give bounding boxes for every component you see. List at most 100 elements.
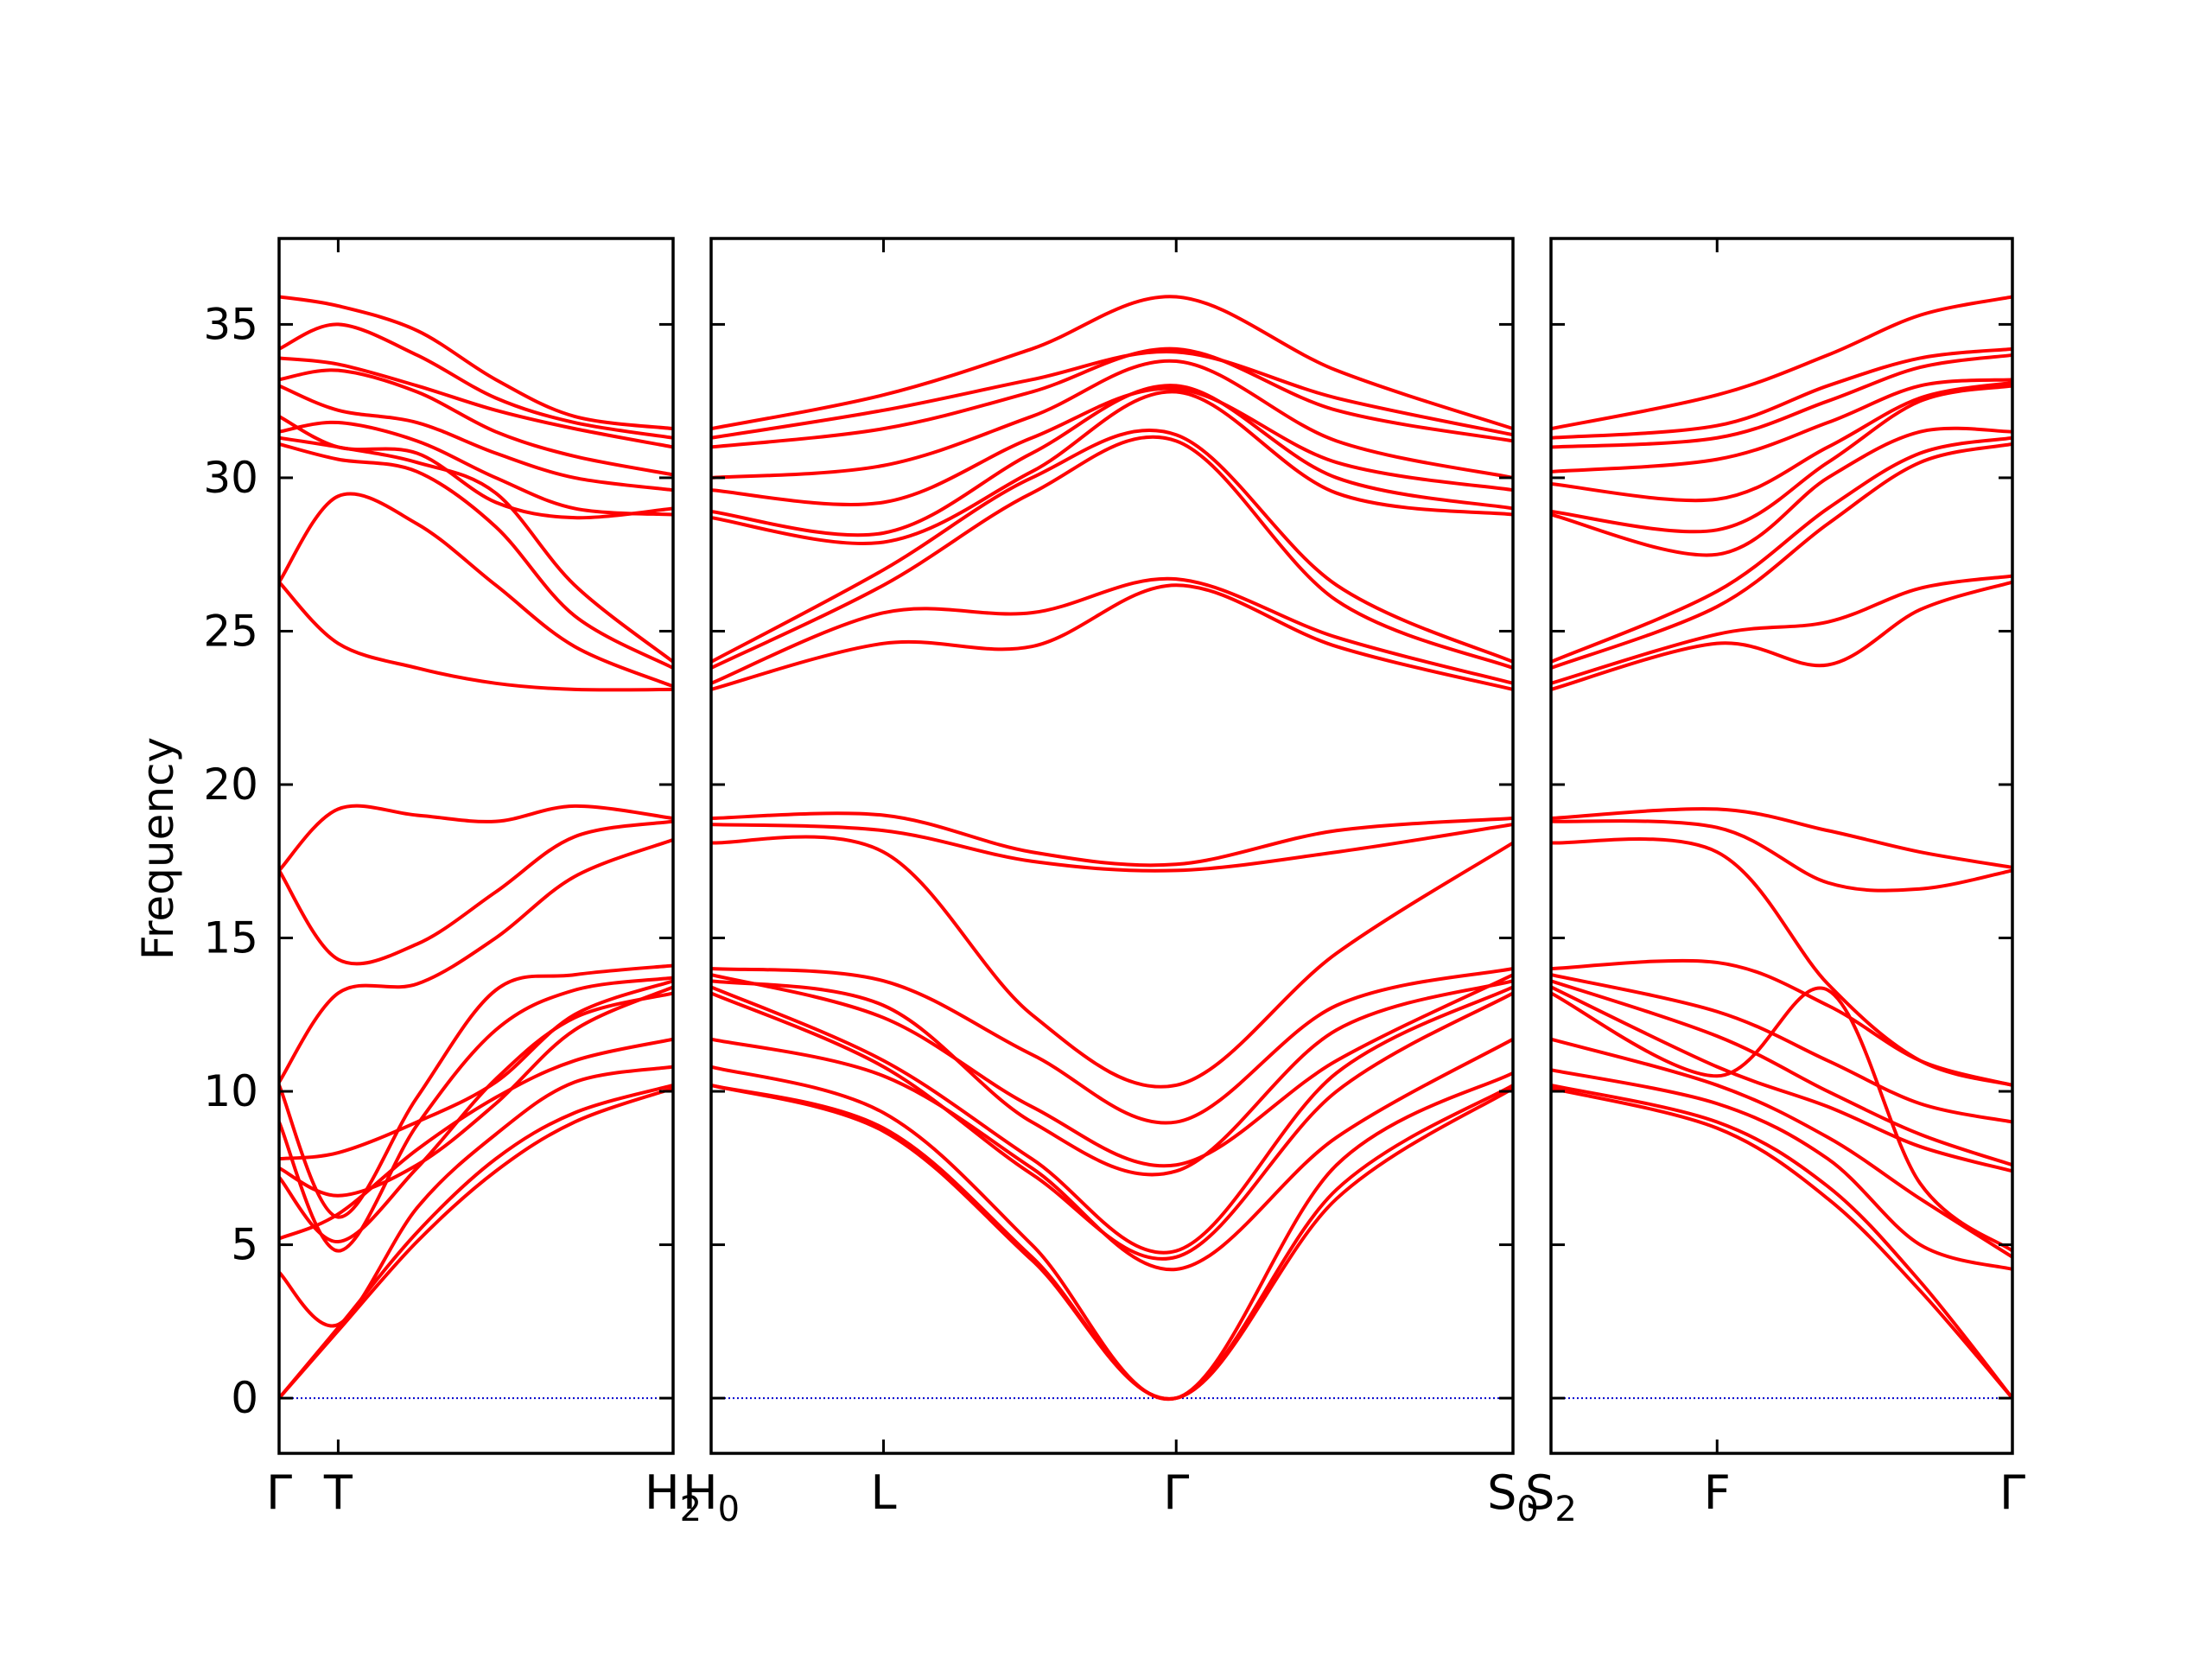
panel-frame [277, 237, 675, 1455]
band-line [1551, 819, 2012, 893]
y-tick-label: 0 [231, 1373, 258, 1423]
band-line [279, 322, 673, 440]
band-line [279, 991, 673, 1244]
y-tick-label: 15 [203, 913, 258, 963]
band-line [1551, 426, 2012, 557]
band-line [279, 295, 673, 431]
band-line [711, 973, 1513, 1168]
band-line [1551, 985, 2012, 1173]
band-line [711, 435, 1513, 671]
band-line [1551, 380, 2012, 503]
x-tick-label-subscript: 0 [718, 1490, 740, 1529]
band-line [279, 819, 673, 966]
band-line [279, 1086, 673, 1401]
band-line [711, 384, 1513, 537]
bands-group [279, 295, 673, 1401]
band-line [711, 346, 1513, 449]
band-line [1551, 837, 2012, 1087]
band-line [711, 1065, 1513, 1402]
band-line [1551, 1037, 2012, 1259]
panel-frame [1549, 237, 2014, 1455]
band-line [711, 390, 1513, 546]
x-tick-label: Γ [1163, 1465, 1189, 1520]
band-line [1551, 295, 2012, 431]
band-line [1551, 807, 2012, 869]
band-line [279, 368, 673, 477]
x-tick-label-main: Γ [1999, 1465, 2025, 1520]
band-line [711, 429, 1513, 664]
x-tick-label-main: Γ [266, 1465, 292, 1520]
x-tick-label-main: L [870, 1465, 896, 1520]
band-line [711, 350, 1513, 440]
band-line [1551, 1068, 2012, 1271]
x-tick-label: F [1704, 1465, 1731, 1520]
band-line [1551, 435, 2012, 664]
panel-frame [709, 237, 1515, 1455]
y-tick-label: 35 [203, 299, 258, 349]
band-line [1551, 442, 2012, 671]
x-tick-label: S2 [1525, 1465, 1577, 1529]
band-line [711, 835, 1513, 1089]
band-line [711, 295, 1513, 431]
band-line [279, 384, 673, 493]
x-tick-label-main: T [323, 1465, 353, 1520]
band-line [711, 583, 1513, 691]
bands-group [1551, 295, 2012, 1401]
band-line [279, 356, 673, 449]
band-line [279, 1065, 673, 1328]
band-line [1551, 353, 2012, 449]
band-line [279, 442, 673, 671]
band-line [279, 580, 673, 692]
panel-1: 0 5 10 15 20 25 30 35 Γ T H2 [203, 237, 702, 1529]
bands-group [711, 295, 1513, 1402]
x-tick-label-subscript: 2 [1554, 1490, 1576, 1529]
panel-2: H0 L Γ S0 [683, 237, 1539, 1529]
x-tick-label: T [323, 1465, 353, 1520]
x-tick-label-main: Γ [1163, 1465, 1189, 1520]
x-tick-label: S0 [1487, 1465, 1539, 1529]
y-tick-label: 10 [203, 1066, 258, 1116]
band-line [1551, 973, 2012, 1124]
x-tick-label-subscript: 2 [680, 1490, 702, 1529]
band-line [279, 1037, 673, 1241]
band-line [279, 414, 673, 520]
band-line [279, 492, 673, 689]
x-tick-label: Γ [1999, 1465, 2025, 1520]
band-line [279, 804, 673, 873]
y-tick-label: 25 [203, 606, 258, 656]
band-line [279, 435, 673, 664]
band-line [711, 823, 1513, 873]
x-tick-label: L [870, 1465, 896, 1520]
band-line [1551, 1083, 2012, 1401]
x-tick-label: Γ [266, 1465, 292, 1520]
band-line [711, 985, 1513, 1255]
band-line [1551, 979, 2012, 1167]
band-line [711, 386, 1513, 506]
y-axis-label: Frequency [133, 737, 183, 960]
y-tick-label: 20 [203, 760, 258, 810]
band-line [1551, 986, 2012, 1253]
band-line [711, 979, 1513, 1177]
band-line [279, 963, 673, 1219]
band-line [279, 837, 673, 1084]
band-line [711, 359, 1513, 480]
x-tick-label-main: S [1525, 1465, 1554, 1520]
x-tick-label-main: H [683, 1465, 718, 1520]
band-line [1551, 580, 2012, 691]
band-line [1551, 346, 2012, 440]
y-tick-label: 5 [231, 1220, 258, 1270]
band-line [279, 979, 673, 1161]
x-tick-label-subscript: 0 [1516, 1490, 1538, 1529]
band-line [1551, 574, 2012, 685]
band-line [279, 420, 673, 517]
band-line [711, 576, 1513, 685]
panel-3: S2 F Γ [1525, 237, 2025, 1529]
band-line [711, 991, 1513, 1261]
x-tick-label: H2 [645, 1465, 702, 1529]
x-tick-label-main: S [1487, 1465, 1516, 1520]
band-line [711, 811, 1513, 868]
band-line [1551, 1086, 2012, 1401]
band-line [279, 976, 673, 1253]
